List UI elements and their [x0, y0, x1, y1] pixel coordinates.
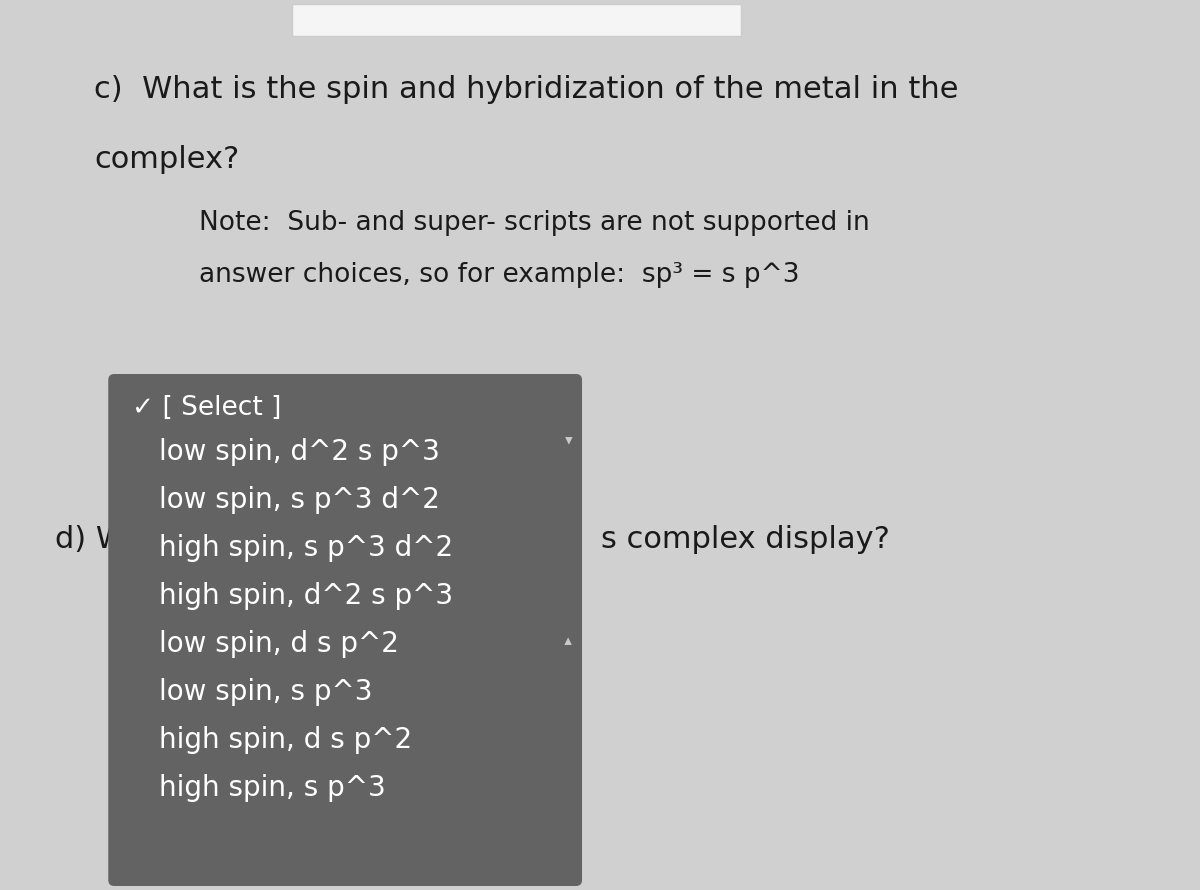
Text: ✓ [ Select ]: ✓ [ Select ]: [132, 395, 282, 421]
FancyBboxPatch shape: [108, 374, 582, 886]
Text: Note:  Sub- and super- scripts are not supported in: Note: Sub- and super- scripts are not su…: [199, 210, 869, 236]
Text: ▸: ▸: [560, 636, 576, 643]
Text: answer choices, so for example:  sp³ = s p^3: answer choices, so for example: sp³ = s …: [199, 262, 799, 288]
Text: high spin, s p^3: high spin, s p^3: [158, 774, 385, 802]
Text: high spin, s p^3 d^2: high spin, s p^3 d^2: [158, 534, 454, 562]
Text: c)  What is the spin and hybridization of the metal in the: c) What is the spin and hybridization of…: [95, 75, 959, 104]
Text: low spin, s p^3 d^2: low spin, s p^3 d^2: [158, 486, 439, 514]
Text: ▸: ▸: [560, 436, 576, 444]
Text: low spin, s p^3: low spin, s p^3: [158, 678, 372, 706]
FancyBboxPatch shape: [292, 4, 740, 36]
Text: d) W: d) W: [55, 525, 126, 554]
Text: high spin, d s p^2: high spin, d s p^2: [158, 726, 412, 754]
Text: high spin, d^2 s p^3: high spin, d^2 s p^3: [158, 582, 454, 610]
Text: low spin, d s p^2: low spin, d s p^2: [158, 630, 398, 658]
Text: complex?: complex?: [95, 145, 240, 174]
Text: s complex display?: s complex display?: [601, 525, 889, 554]
Text: low spin, d^2 s p^3: low spin, d^2 s p^3: [158, 438, 439, 466]
